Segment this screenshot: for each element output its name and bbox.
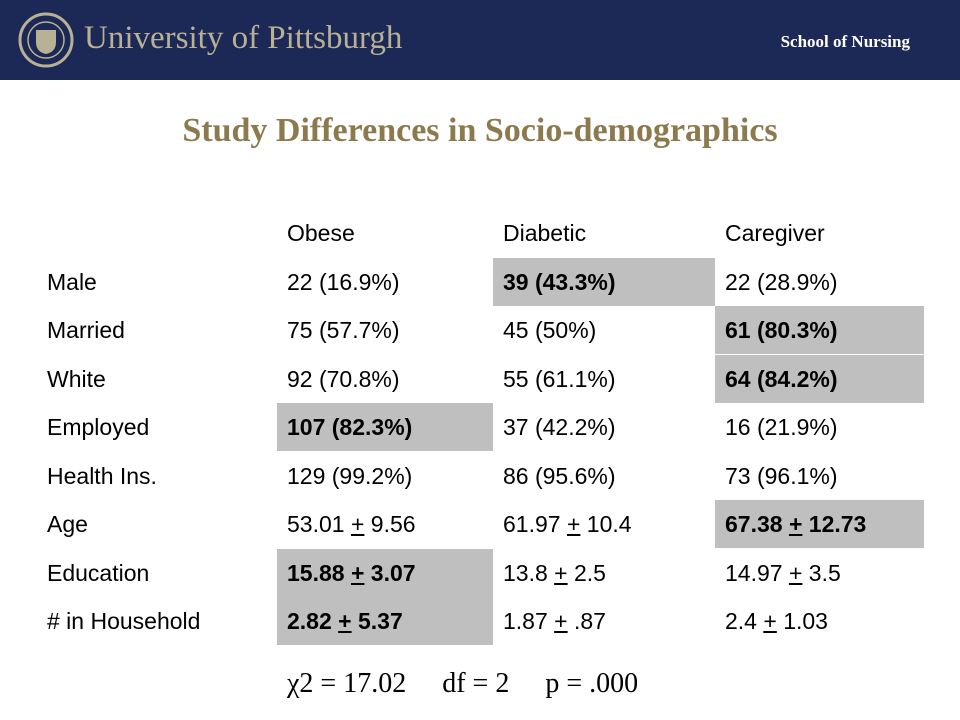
row-label: Health Ins. bbox=[47, 462, 157, 489]
header-bar: University of Pittsburgh School of Nursi… bbox=[0, 0, 960, 80]
row-label: # in Household bbox=[47, 608, 201, 634]
highlighted-cell: 64 (84.2%) bbox=[715, 354, 924, 403]
row-label: White bbox=[47, 365, 106, 392]
row-label: Employed bbox=[47, 414, 150, 440]
row-label: Male bbox=[47, 268, 97, 295]
table-cell: 37 (42.2%) bbox=[503, 414, 616, 440]
column-header: Caregiver bbox=[725, 220, 825, 246]
university-name: University of Pittsburgh bbox=[84, 20, 403, 56]
highlighted-cell: 61 (80.3%) bbox=[715, 306, 924, 354]
highlighted-cell: 107 (82.3%) bbox=[277, 403, 493, 451]
row-label: Married bbox=[47, 317, 125, 343]
table-cell: 73 (96.1%) bbox=[725, 462, 838, 489]
row-label: Age bbox=[47, 511, 88, 537]
statistics: χ2 = 17.02 df = 2 p = .000 bbox=[287, 668, 674, 700]
table-cell: 22 (28.9%) bbox=[725, 268, 838, 295]
highlighted-cell: 15.88 + 3.07 bbox=[277, 548, 493, 597]
table-cell: 1.87 + .87 bbox=[503, 608, 606, 634]
table-cell: 129 (99.2%) bbox=[287, 462, 413, 489]
column-header: Obese bbox=[287, 220, 355, 246]
highlighted-cell: 2.82 + 5.37 bbox=[277, 597, 493, 645]
statistic: df = 2 bbox=[442, 668, 510, 699]
table-cell: 16 (21.9%) bbox=[725, 414, 838, 440]
table-cell: 2.4 + 1.03 bbox=[725, 608, 828, 634]
table-cell: 55 (61.1%) bbox=[503, 365, 616, 392]
table-cell: 86 (95.6%) bbox=[503, 462, 616, 489]
table-cell: 14.97 + 3.5 bbox=[725, 559, 841, 586]
column-header: Diabetic bbox=[503, 220, 587, 246]
highlighted-cell: 67.38 + 12.73 bbox=[715, 500, 924, 548]
table-cell: 61.97 + 10.4 bbox=[503, 511, 632, 537]
table-cell: 92 (70.8%) bbox=[287, 365, 400, 392]
school-name: School of Nursing bbox=[780, 32, 910, 51]
table-cell: 75 (57.7%) bbox=[287, 317, 400, 343]
statistic: p = .000 bbox=[545, 668, 639, 699]
table-cell: 22 (16.9%) bbox=[287, 268, 400, 295]
slide-title: Study Differences in Socio-demographics bbox=[182, 112, 778, 149]
statistic: χ2 = 17.02 bbox=[287, 668, 407, 699]
table-cell: 53.01 + 9.56 bbox=[287, 511, 416, 537]
row-label: Education bbox=[47, 559, 150, 586]
table-cell: 13.8 + 2.5 bbox=[503, 559, 606, 586]
table-cell: 45 (50%) bbox=[503, 317, 597, 343]
university-seal bbox=[18, 12, 74, 68]
highlighted-cell: 39 (43.3%) bbox=[493, 257, 715, 306]
